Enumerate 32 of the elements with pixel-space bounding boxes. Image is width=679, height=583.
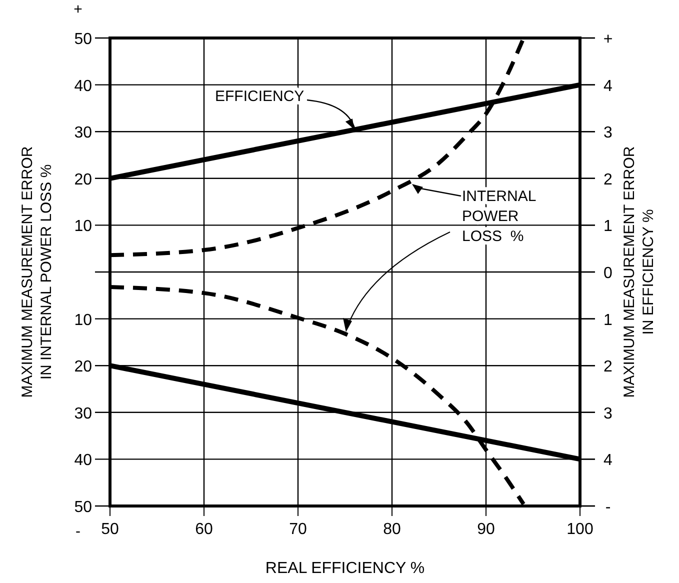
y-tick-label: 20	[74, 171, 92, 188]
y2-tick-label: 3	[604, 405, 613, 422]
text: -	[76, 523, 80, 540]
y2-tick-label: 4	[604, 78, 613, 95]
x-tick-label: 70	[289, 521, 307, 538]
y-tick-label: 40	[74, 78, 92, 95]
y2-tick-label: -	[605, 499, 611, 516]
y-tick-label: 30	[74, 124, 92, 142]
y-tick-label: 20	[74, 358, 92, 376]
y2-axis-title: MAXIMUM MEASUREMENT ERROR IN EFFICIENCY %	[621, 146, 657, 398]
y-tick-label: 50	[74, 31, 92, 48]
y-axis-title: MAXIMUM MEASUREMENT ERROR IN INTERNAL POWER LOSS %	[19, 146, 55, 398]
y2-tick-label: 1	[604, 218, 613, 236]
x-tick-label: 100	[566, 521, 594, 538]
x-tick-label: 60	[195, 521, 213, 538]
y-tick-label: 10	[74, 312, 92, 329]
y2-tick-label: +	[603, 31, 613, 48]
y2-tick-label: 2	[604, 171, 613, 188]
y2-tick-label: 1	[604, 312, 613, 329]
x-tick-label: 90	[477, 521, 495, 538]
y2-tick-label: 3	[604, 124, 613, 142]
y-tick-label: 50	[74, 499, 92, 516]
y2-tick-label: 4	[604, 452, 613, 470]
y2-tick-label: 2	[604, 358, 613, 376]
y-tick-label: 30	[74, 405, 92, 422]
y-tick-label: 40	[74, 452, 92, 470]
x-axis-title: REAL EFFICIENCY %	[265, 560, 425, 577]
text: +	[74, 1, 83, 18]
x-tick-label: 50	[101, 521, 119, 538]
x-tick-label: 80	[383, 521, 401, 538]
y-tick-label: 10	[74, 218, 92, 236]
y2-tick-label: 0	[604, 265, 613, 282]
